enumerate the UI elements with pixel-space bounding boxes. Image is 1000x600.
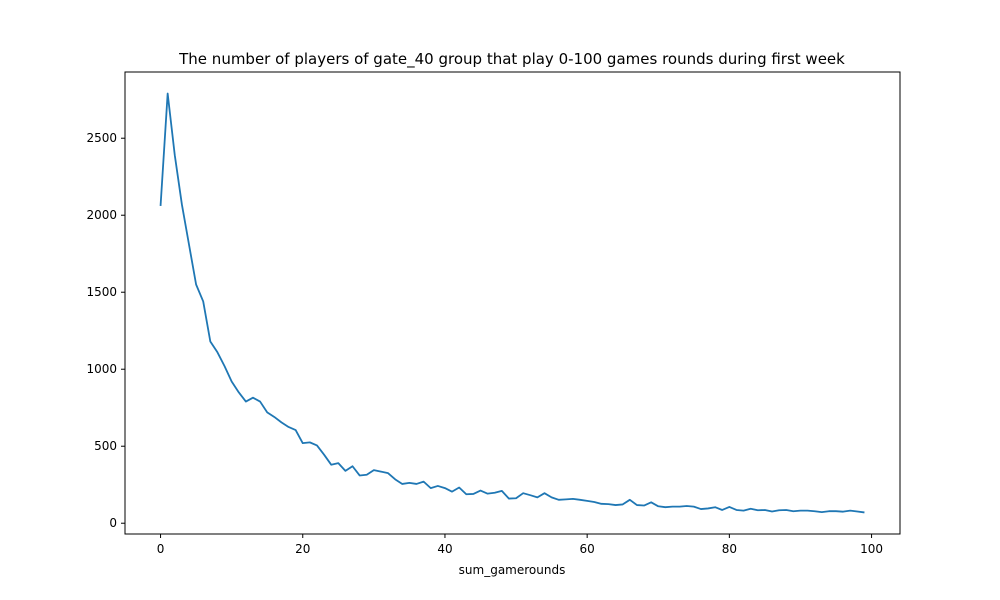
- chart-title: The number of players of gate_40 group t…: [178, 50, 845, 69]
- y-tick-label: 500: [94, 439, 117, 453]
- y-tick-label: 1500: [86, 285, 117, 299]
- x-tick-label: 40: [437, 542, 452, 556]
- y-tick-label: 2500: [86, 131, 117, 145]
- x-tick-label: 0: [157, 542, 165, 556]
- x-axis-label: sum_gamerounds: [459, 563, 566, 577]
- y-tick-label: 0: [109, 516, 117, 530]
- plot-area: [124, 71, 901, 535]
- y-tick-label: 1000: [86, 362, 117, 376]
- x-tick-label: 100: [860, 542, 883, 556]
- y-axis-ticks: 0 500 1000 1500 2000 2500: [86, 131, 125, 530]
- x-tick-label: 20: [295, 542, 310, 556]
- x-tick-label: 60: [580, 542, 595, 556]
- x-axis-ticks: 0 20 40 60 80 100: [157, 534, 883, 556]
- x-tick-label: 80: [722, 542, 737, 556]
- series-line: [159, 92, 865, 514]
- y-tick-label: 2000: [86, 208, 117, 222]
